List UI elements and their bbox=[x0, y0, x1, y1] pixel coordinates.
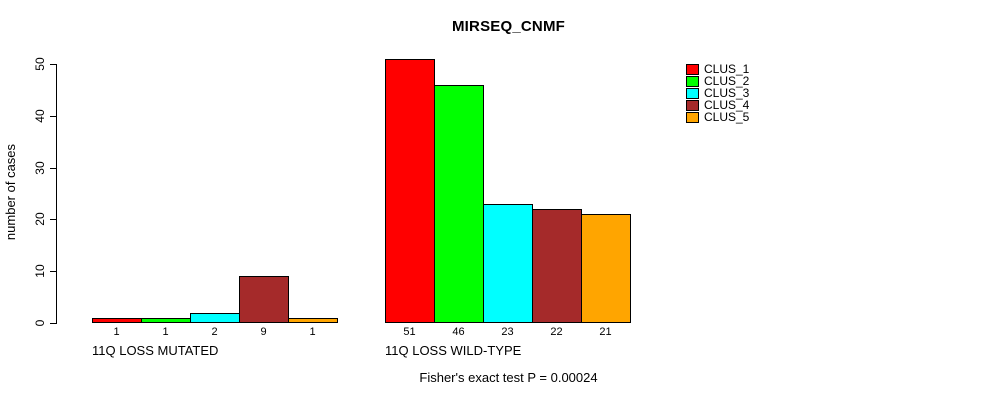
y-axis-tick-label: 40 bbox=[33, 109, 47, 123]
bar-clus-1-group2 bbox=[385, 59, 435, 323]
bar-clus-3-group2 bbox=[483, 204, 533, 323]
bar-clus-1-group1 bbox=[92, 318, 142, 323]
category-label-group1: 11Q LOSS MUTATED bbox=[92, 343, 219, 358]
chart-title: MIRSEQ_CNMF bbox=[451, 18, 566, 35]
bar-clus-2-group2 bbox=[434, 85, 484, 323]
category-label-group2: 11Q LOSS WILD-TYPE bbox=[385, 343, 522, 358]
y-axis-tick bbox=[50, 323, 57, 324]
legend-label: CLUS_1 bbox=[704, 62, 750, 76]
y-axis-tick bbox=[50, 64, 57, 65]
legend-item-clus-1: CLUS_1 bbox=[686, 63, 749, 75]
y-axis-tick bbox=[50, 168, 57, 169]
bar-value-label: 2 bbox=[211, 326, 218, 338]
y-axis-tick-label: 10 bbox=[33, 264, 47, 278]
bar-clus-4-group1 bbox=[239, 276, 289, 323]
bar-value-label: 1 bbox=[309, 326, 316, 338]
legend-swatch-clus-5 bbox=[686, 111, 699, 123]
y-axis-tick bbox=[50, 219, 57, 220]
y-axis-tick-label: 50 bbox=[33, 57, 47, 71]
bar-clus-5-group2 bbox=[581, 214, 631, 323]
y-axis-tick-label: 20 bbox=[33, 212, 47, 226]
legend-item-clus-3: CLUS_3 bbox=[686, 87, 749, 99]
fisher-test-annotation: Fisher's exact test P = 0.00024 bbox=[419, 370, 598, 385]
legend-swatch-clus-2 bbox=[686, 75, 699, 87]
bar-value-label: 9 bbox=[260, 326, 267, 338]
bar-value-label: 22 bbox=[550, 326, 563, 338]
y-axis-tick-label: 30 bbox=[33, 161, 47, 175]
legend-label: CLUS_2 bbox=[704, 74, 750, 88]
legend-item-clus-5: CLUS_5 bbox=[686, 111, 749, 123]
bar-clus-4-group2 bbox=[532, 209, 582, 323]
bar-value-label: 21 bbox=[599, 326, 612, 338]
legend-label: CLUS_5 bbox=[704, 110, 750, 124]
bar-value-label: 1 bbox=[162, 326, 169, 338]
y-axis-tick-label: 0 bbox=[33, 319, 47, 327]
bar-clus-5-group1 bbox=[288, 318, 338, 323]
legend-item-clus-4: CLUS_4 bbox=[686, 99, 749, 111]
bar-value-label: 46 bbox=[452, 326, 465, 338]
legend-label: CLUS_4 bbox=[704, 98, 750, 112]
legend-item-clus-2: CLUS_2 bbox=[686, 75, 749, 87]
y-axis-line bbox=[56, 64, 57, 323]
bar-clus-2-group1 bbox=[141, 318, 191, 323]
bar-value-label: 51 bbox=[403, 326, 416, 338]
y-axis-tick bbox=[50, 271, 57, 272]
bar-value-label: 23 bbox=[501, 326, 514, 338]
bar-value-label: 1 bbox=[113, 326, 120, 338]
y-axis-label: number of cases bbox=[3, 143, 18, 241]
legend-label: CLUS_3 bbox=[704, 86, 750, 100]
legend-swatch-clus-4 bbox=[686, 99, 699, 111]
legend-swatch-clus-1 bbox=[686, 63, 699, 75]
y-axis-tick bbox=[50, 116, 57, 117]
legend-swatch-clus-3 bbox=[686, 87, 699, 99]
bar-clus-3-group1 bbox=[190, 313, 240, 323]
